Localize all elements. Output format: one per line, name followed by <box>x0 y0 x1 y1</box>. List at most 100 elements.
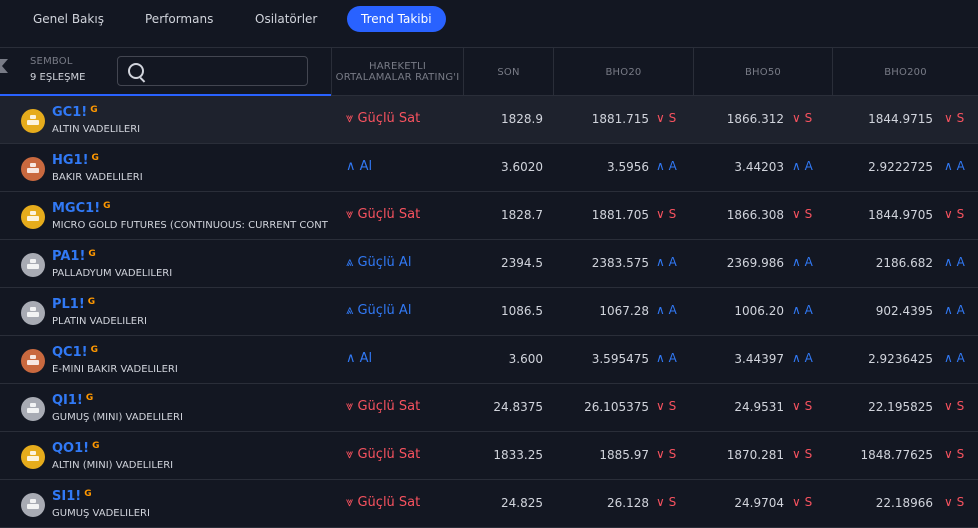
table-row[interactable]: QC1! G E-MINI BAKIR VADELILERI ∧ Al 3.600 3.5… <box>0 336 978 384</box>
commodity-logo-icon <box>21 301 45 325</box>
tab-genel-bakis[interactable]: Genel Bakış <box>33 12 104 26</box>
rating-arrow-icon: ⩔ <box>346 447 354 462</box>
bho20-signal: ∨ S <box>656 399 676 413</box>
bho20-signal: ∧ A <box>656 351 677 365</box>
bho50-value: 24.9531 <box>734 400 784 414</box>
col-header-bho20[interactable]: BHO20 <box>553 48 693 96</box>
signal-text: S <box>956 399 965 413</box>
tab-bar: Genel Bakış Performans Osilatörler Trend… <box>0 0 978 38</box>
ma-rating: ⩔ Güçlü Sat <box>346 207 420 222</box>
ticker-symbol[interactable]: HG1! <box>52 153 89 168</box>
ticker-symbol[interactable]: MGC1! <box>52 201 101 216</box>
rating-arrow-icon: ⩓ <box>346 255 354 270</box>
signal-arrow-icon: ∨ <box>792 495 801 509</box>
table-row[interactable]: HG1! G BAKIR VADELILERI ∧ Al 3.6020 3.5956 ∧ A… <box>0 144 978 192</box>
symbol-description: E-MINI BAKIR VADELILERI <box>52 364 178 375</box>
rating-text: Güçlü Al <box>357 255 412 270</box>
commodity-logo-icon <box>21 109 45 133</box>
last-price: 24.825 <box>501 496 543 510</box>
bho200-value: 2.9222725 <box>868 160 933 174</box>
ticker-symbol[interactable]: PL1! <box>52 297 85 312</box>
table-row[interactable]: PA1! G PALLADYUM VADELILERI ⩓ Güçlü Al 2394.… <box>0 240 978 288</box>
ticker-link[interactable]: GC1! G <box>52 105 98 120</box>
search-input[interactable] <box>154 61 299 81</box>
bho50-signal: ∨ S <box>792 399 812 413</box>
signal-arrow-icon: ∨ <box>656 207 665 221</box>
ticker-symbol[interactable]: QO1! <box>52 441 90 456</box>
signal-arrow-icon: ∨ <box>944 207 953 221</box>
ticker-link[interactable]: SI1! G <box>52 489 92 504</box>
signal-text: S <box>956 447 965 461</box>
symbol-description: GÜMÜŞ (MINI) VADELILERI <box>52 412 183 423</box>
tab-osilatorler[interactable]: Osilatörler <box>255 12 318 26</box>
flag-icon[interactable] <box>0 59 2 73</box>
signal-text: A <box>956 303 965 317</box>
bho20-signal: ∧ A <box>656 303 677 317</box>
delay-badge: G <box>103 201 111 211</box>
table-header: SEMBOL 9 EŞLEŞME HAREKETLI ORTALAMALAR R… <box>0 47 978 96</box>
signal-text: A <box>956 255 965 269</box>
col-header-son[interactable]: SON <box>463 48 553 96</box>
signal-arrow-icon: ∨ <box>944 111 953 125</box>
ticker-link[interactable]: MGC1! G <box>52 201 111 216</box>
ticker-symbol[interactable]: QI1! <box>52 393 83 408</box>
rating-text: Güçlü Sat <box>357 447 421 462</box>
bho200-signal: ∧ A <box>944 351 965 365</box>
signal-text: A <box>804 351 813 365</box>
ticker-link[interactable]: QC1! G <box>52 345 98 360</box>
table-row[interactable]: QI1! G GÜMÜŞ (MINI) VADELILERI ⩔ Güçlü Sat 2… <box>0 384 978 432</box>
ticker-link[interactable]: PA1! G <box>52 249 96 264</box>
ma-rating: ⩔ Güçlü Sat <box>346 111 420 126</box>
symbol-description: GÜMÜŞ VADELILERI <box>52 508 150 519</box>
ticker-symbol[interactable]: SI1! <box>52 489 82 504</box>
ticker-symbol[interactable]: PA1! <box>52 249 86 264</box>
ticker-link[interactable]: HG1! G <box>52 153 99 168</box>
bho20-value: 3.595475 <box>591 352 649 366</box>
signal-text: A <box>804 255 813 269</box>
rating-arrow-icon: ∧ <box>346 159 356 174</box>
bho20-value: 26.105375 <box>584 400 649 414</box>
bho20-value: 1067.28 <box>599 304 649 318</box>
last-price: 1086.5 <box>501 304 543 318</box>
bho50-signal: ∧ A <box>792 255 813 269</box>
tab-trend-takibi[interactable]: Trend Takibi <box>347 6 446 32</box>
col-header-bho200[interactable]: BHO200 <box>832 48 978 96</box>
table-row[interactable]: GC1! G ALTIN VADELILERI ⩔ Güçlü Sat 1828.9 18… <box>0 96 978 144</box>
bho200-signal: ∨ S <box>944 447 964 461</box>
rating-arrow-icon: ⩔ <box>346 207 354 222</box>
signal-text: S <box>668 447 677 461</box>
delay-badge: G <box>90 105 98 115</box>
ticker-link[interactable]: QI1! G <box>52 393 93 408</box>
symbol-description: PLATIN VADELILERI <box>52 316 147 327</box>
bho200-value: 1844.9715 <box>868 112 933 126</box>
signal-arrow-icon: ∧ <box>944 303 953 317</box>
ticker-symbol[interactable]: QC1! <box>52 345 88 360</box>
ma-rating: ⩔ Güçlü Sat <box>346 399 420 414</box>
signal-arrow-icon: ∧ <box>792 159 801 173</box>
symbol-description: MICRO GOLD FUTURES (CONTINUOUS: CURRENT … <box>52 220 328 231</box>
bho200-value: 2.9236425 <box>868 352 933 366</box>
table-row[interactable]: QO1! G ALTIN (MINI) VADELILERI ⩔ Güçlü Sat 1… <box>0 432 978 480</box>
col-header-bho50[interactable]: BHO50 <box>693 48 832 96</box>
ticker-symbol[interactable]: GC1! <box>52 105 88 120</box>
symbol-description: ALTIN VADELILERI <box>52 124 141 135</box>
bho50-value: 1866.308 <box>726 208 784 222</box>
table-row[interactable]: MGC1! G MICRO GOLD FUTURES (CONTINUOUS: CU… <box>0 192 978 240</box>
delay-badge: G <box>88 249 96 259</box>
bho20-signal: ∨ S <box>656 207 676 221</box>
search-box[interactable] <box>117 56 308 86</box>
col-header-ma-rating[interactable]: HAREKETLI ORTALAMALAR RATING'I <box>331 48 463 96</box>
ticker-link[interactable]: PL1! G <box>52 297 95 312</box>
signal-text: S <box>804 447 813 461</box>
bho50-signal: ∧ A <box>792 351 813 365</box>
table-row[interactable]: SI1! G GÜMÜŞ VADELILERI ⩔ Güçlü Sat 24.825 26… <box>0 480 978 528</box>
delay-badge: G <box>85 393 94 403</box>
rating-text: Güçlü Sat <box>357 399 421 414</box>
tab-performans[interactable]: Performans <box>145 12 214 26</box>
rating-text: Güçlü Al <box>357 303 412 318</box>
ma-rating: ∧ Al <box>346 351 372 366</box>
table-row[interactable]: PL1! G PLATIN VADELILERI ⩓ Güçlü Al 1086.5 10… <box>0 288 978 336</box>
ticker-link[interactable]: QO1! G <box>52 441 99 456</box>
symbol-label[interactable]: SEMBOL <box>30 56 73 67</box>
signal-arrow-icon: ∨ <box>792 111 801 125</box>
